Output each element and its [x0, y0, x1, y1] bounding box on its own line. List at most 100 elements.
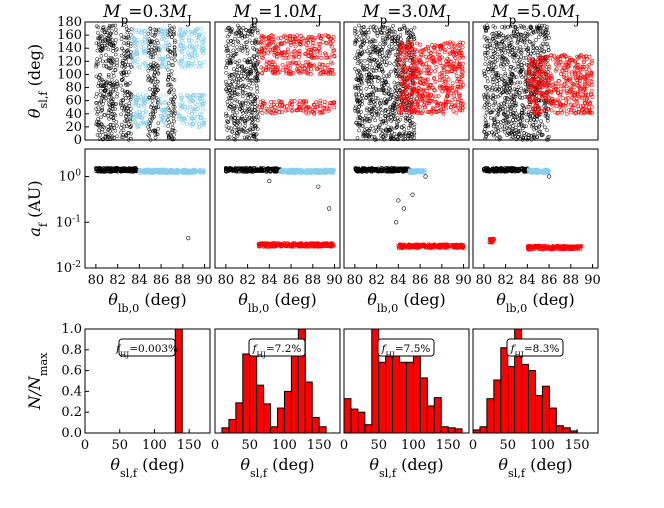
point-cold [164, 57, 169, 62]
point-other [373, 75, 377, 80]
point-hj [405, 83, 409, 88]
point-other [124, 114, 128, 118]
point-other [154, 62, 158, 66]
point-other [225, 58, 229, 63]
x-tick-label: 80 [88, 273, 105, 288]
point-other [357, 72, 362, 77]
point-other [255, 30, 260, 35]
point-hj [316, 104, 321, 109]
point-hj [454, 73, 459, 78]
point-cold [145, 124, 150, 129]
point-hj [397, 61, 402, 65]
point-other [124, 124, 129, 128]
point-other [96, 61, 101, 66]
point-other [356, 68, 361, 73]
point-other [226, 34, 230, 39]
point-other [371, 85, 375, 90]
point-hj [328, 60, 333, 65]
point-cold [179, 50, 184, 55]
point-other [387, 29, 392, 33]
point-hj [306, 67, 311, 72]
point-cold [179, 97, 184, 102]
point-hj [258, 99, 263, 104]
point-other [103, 87, 108, 92]
point-other [383, 108, 388, 112]
point-other [388, 128, 393, 132]
point-hj [264, 61, 269, 66]
point-other [106, 135, 110, 139]
point-cold [163, 44, 168, 49]
point-cold [179, 65, 184, 70]
point-other [234, 104, 239, 109]
point-other [359, 58, 363, 63]
point-cold [157, 49, 162, 53]
point-hj [405, 40, 410, 45]
point-other [255, 28, 260, 33]
point-other [364, 86, 369, 91]
point-hj [428, 92, 433, 97]
point-other [378, 42, 382, 47]
point-other [359, 30, 364, 34]
point-hj [422, 81, 426, 86]
point-hj [264, 68, 268, 72]
point-other [251, 132, 256, 137]
point-other [356, 78, 361, 82]
point-other [146, 78, 150, 83]
point-other [239, 74, 244, 78]
point-hj [271, 102, 276, 107]
point-hj [409, 40, 414, 44]
point-other [399, 113, 404, 117]
panel-title-0-part: M [169, 2, 188, 22]
point-other [119, 112, 124, 117]
point-hj [418, 42, 423, 47]
point-cold [162, 37, 166, 41]
point-other [122, 106, 127, 111]
point-cold [142, 61, 147, 66]
point-other [388, 48, 393, 52]
point-hj [331, 34, 336, 39]
point-cold [191, 48, 196, 53]
point-hj [285, 52, 289, 57]
point-other [230, 56, 235, 60]
point-cold [180, 103, 184, 108]
point-hj [452, 53, 456, 58]
point-hj [458, 108, 462, 113]
point-hj [285, 50, 290, 54]
point-cold [197, 44, 202, 49]
point-other [235, 133, 240, 138]
point-other [390, 135, 395, 140]
panel-title-3: Mp=5.0MJ [490, 2, 580, 27]
point-hj [285, 61, 290, 66]
point-other [255, 86, 259, 90]
point-other [113, 52, 118, 57]
point-other [375, 66, 379, 71]
point-cold [189, 38, 194, 43]
point-hj [295, 33, 300, 38]
point-cold [178, 113, 183, 118]
point-other [240, 94, 245, 99]
point-other [359, 110, 363, 114]
point-other [404, 108, 409, 112]
point-other [383, 109, 387, 114]
panel-title-0-part: =0.3 [128, 2, 169, 22]
point-other [152, 27, 157, 32]
point-other [97, 42, 101, 47]
point-cold [143, 40, 148, 45]
point-hj [306, 71, 310, 76]
point-other [115, 63, 120, 68]
point-cold [134, 110, 139, 115]
point-other [374, 95, 378, 100]
point-other [393, 117, 398, 122]
point-other [102, 88, 107, 93]
point-other [151, 129, 155, 134]
point-other [172, 49, 177, 54]
point-other [149, 55, 154, 59]
point-cold [135, 124, 140, 129]
point-other [404, 29, 409, 34]
point-cold [188, 30, 193, 35]
point-hj [434, 110, 439, 115]
point-hj [324, 55, 329, 60]
point-cold [186, 61, 191, 65]
point-cold [200, 92, 205, 97]
point-other [254, 75, 259, 80]
